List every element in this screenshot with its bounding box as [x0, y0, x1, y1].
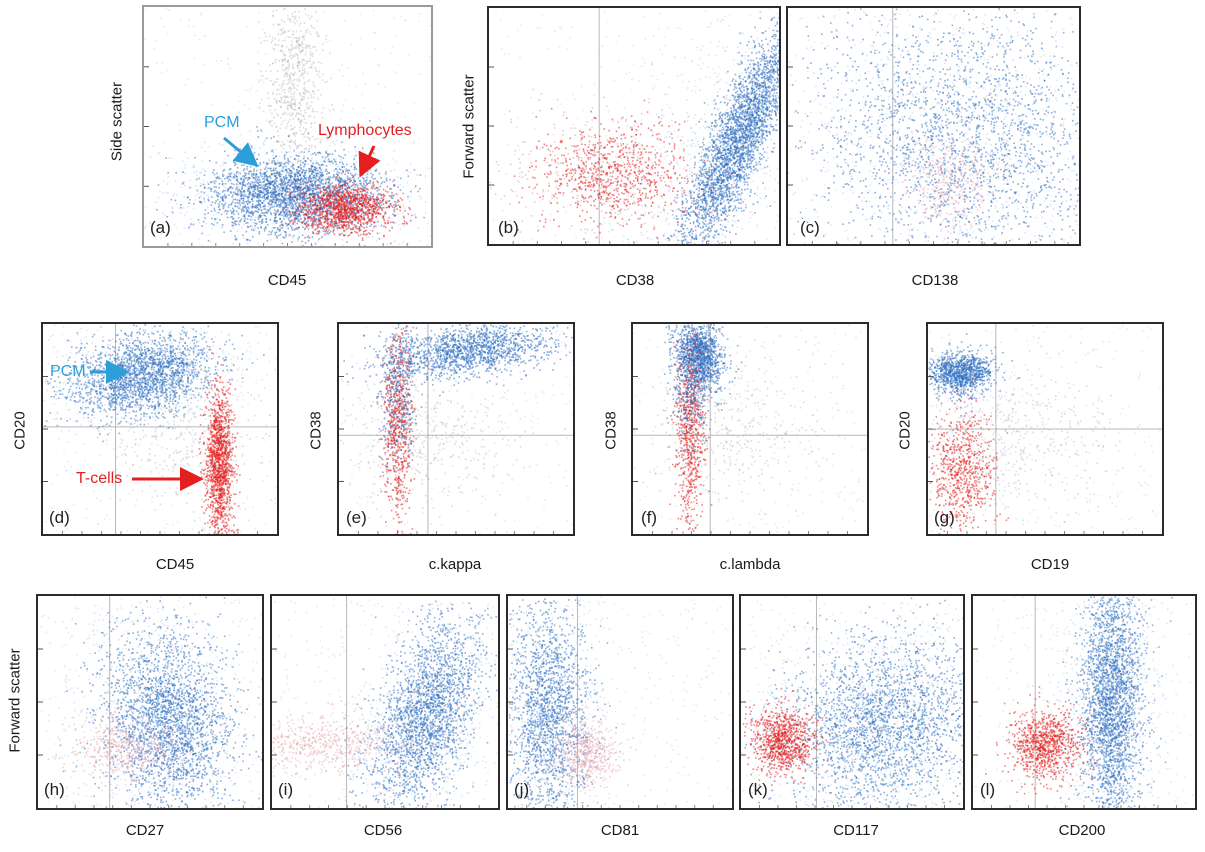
axis-ticks [741, 648, 945, 808]
scatter-plot-d [43, 324, 277, 534]
plot-area-j [506, 594, 734, 810]
annotation-lymphocytes-a: Lymphocytes [318, 122, 412, 140]
axis-ticks [928, 376, 1143, 534]
y-axis-label-e: CD38 [308, 406, 325, 456]
panel-label-g: (g) [934, 508, 955, 528]
plot-area-c [786, 6, 1081, 246]
y-axis-label-d: CD20 [12, 406, 29, 456]
scatter-plot-c [788, 8, 1079, 244]
scatter-plot-i [272, 596, 498, 808]
x-axis-label-l: CD200 [1032, 822, 1132, 839]
event-points [40, 596, 262, 808]
y-axis-label-f: CD38 [603, 406, 620, 456]
scatter-plot-h [38, 596, 262, 808]
y-axis-label-h: Forward scatter [7, 636, 24, 766]
x-axis-label-d: CD45 [130, 556, 220, 573]
panel-label-h: (h) [44, 780, 65, 800]
annotation-pcm-d: PCM [50, 363, 86, 381]
panel-label-a: (a) [150, 218, 171, 238]
x-axis-label-c: CD138 [885, 272, 985, 289]
scatter-plot-g [928, 324, 1162, 534]
plot-area-f [631, 322, 869, 536]
axis-ticks [508, 648, 714, 808]
scatter-plot-e [339, 324, 573, 534]
axis-ticks [489, 66, 756, 244]
plot-area-l [971, 594, 1197, 810]
axis-ticks [788, 66, 1056, 244]
x-axis-label-e: c.kappa [405, 556, 505, 573]
annotation-tcells-d: T-cells [76, 470, 122, 488]
panel-label-f: (f) [641, 508, 657, 528]
event-points [788, 8, 1079, 244]
axis-ticks [272, 648, 480, 808]
event-points [928, 325, 1161, 534]
panel-label-l: (l) [980, 780, 995, 800]
x-axis-label-i: CD56 [338, 822, 428, 839]
event-points [741, 596, 963, 808]
event-points [489, 8, 779, 244]
plot-area-d [41, 322, 279, 536]
axis-ticks [43, 376, 258, 534]
scatter-plot-b [489, 8, 779, 244]
panel-label-j: (j) [514, 780, 529, 800]
axis-ticks [339, 376, 554, 534]
x-axis-label-h: CD27 [100, 822, 190, 839]
event-points [508, 596, 732, 808]
x-axis-label-b: CD38 [590, 272, 680, 289]
plot-area-e [337, 322, 575, 536]
panel-label-c: (c) [800, 218, 820, 238]
plot-area-b [487, 6, 781, 246]
event-points [43, 324, 277, 534]
axis-ticks [38, 648, 244, 808]
panel-label-b: (b) [498, 218, 519, 238]
event-points [633, 324, 866, 534]
scatter-plot-j [508, 596, 732, 808]
x-axis-label-a: CD45 [242, 272, 332, 289]
x-axis-label-g: CD19 [1005, 556, 1095, 573]
plot-area-g [926, 322, 1164, 536]
scatter-plot-l [973, 596, 1195, 808]
axis-ticks [973, 648, 1177, 808]
panel-label-k: (k) [748, 780, 768, 800]
panel-label-i: (i) [278, 780, 293, 800]
scatter-plot-k [741, 596, 963, 808]
x-axis-label-k: CD117 [806, 822, 906, 839]
y-axis-label-g: CD20 [897, 406, 914, 456]
annotation-pcm-a: PCM [204, 114, 240, 132]
panel-label-e: (e) [346, 508, 367, 528]
axis-ticks [144, 66, 408, 246]
plot-area-h [36, 594, 264, 810]
scatter-plot-a [144, 7, 431, 246]
x-axis-label-j: CD81 [575, 822, 665, 839]
y-axis-label-b: Forward scatter [461, 62, 478, 192]
y-axis-label-a: Side scatter [109, 67, 126, 177]
x-axis-label-f: c.lambda [695, 556, 805, 573]
axis-ticks [633, 376, 848, 534]
event-points [340, 324, 573, 534]
plot-area-a [142, 5, 433, 248]
event-points [144, 7, 431, 246]
event-points [974, 596, 1195, 808]
panel-label-d: (d) [49, 508, 70, 528]
event-points [272, 598, 498, 808]
scatter-plot-f [633, 324, 867, 534]
plot-area-k [739, 594, 965, 810]
plot-area-i [270, 594, 500, 810]
